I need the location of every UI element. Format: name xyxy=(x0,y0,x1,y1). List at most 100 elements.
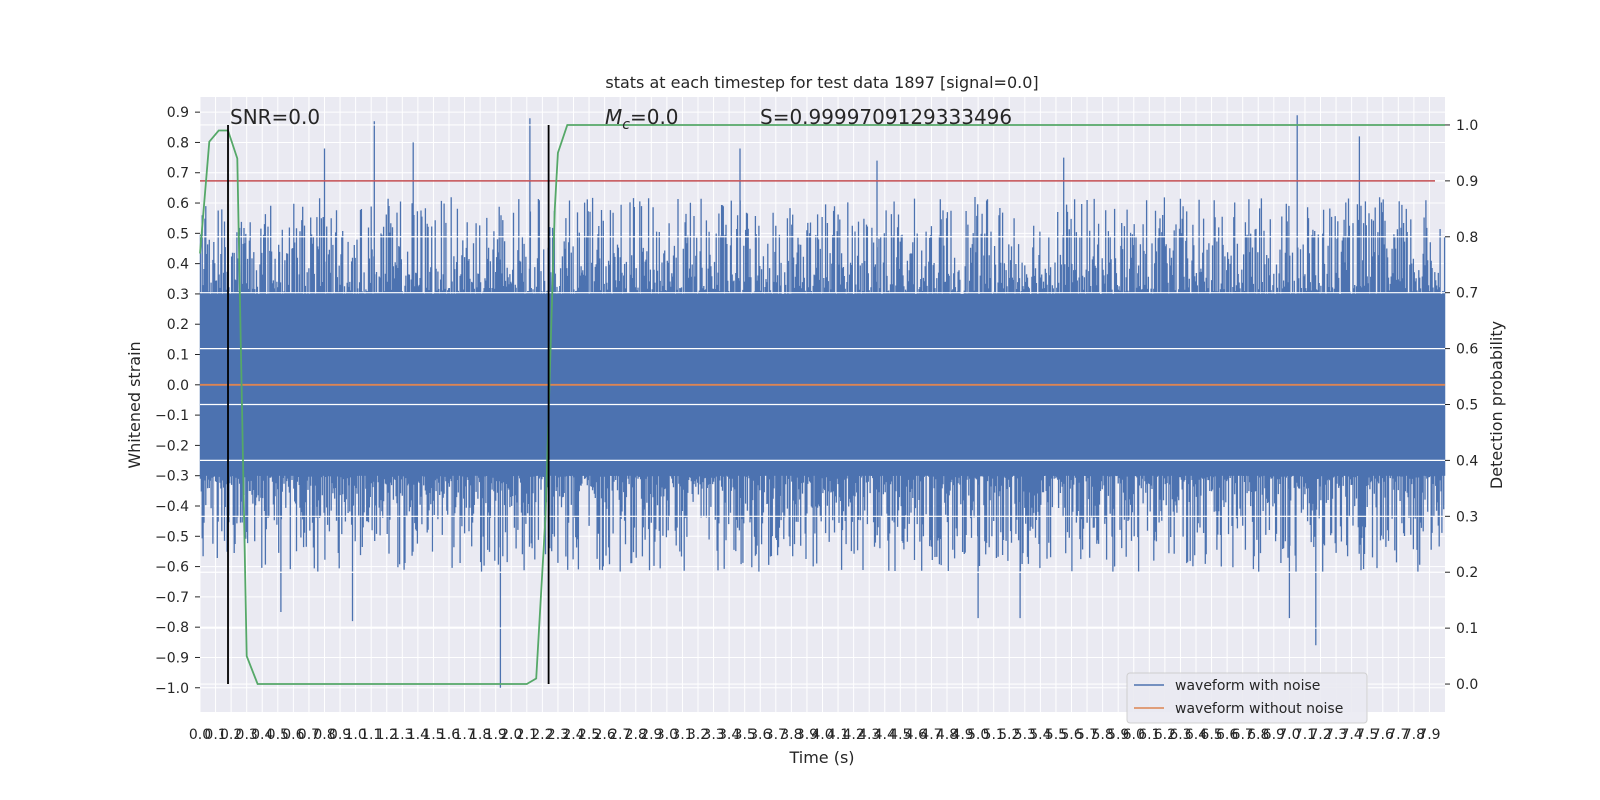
x-tick-label: 5.3 xyxy=(1014,727,1036,743)
x-tick-label: 6.3 xyxy=(1169,727,1191,743)
score-annotation: S=0.9999709129333496 xyxy=(760,105,1012,129)
y-right-tick-label: 0.8 xyxy=(1456,230,1478,246)
y-tick-label: −0.6 xyxy=(155,560,189,576)
y-tick-label: −0.3 xyxy=(155,469,189,485)
x-tick-label: 3.3 xyxy=(702,727,724,743)
chart-title: stats at each timestep for test data 189… xyxy=(605,73,1038,92)
x-tick-label: 6.8 xyxy=(1247,727,1269,743)
x-tick-label: 5.5 xyxy=(1045,727,1067,743)
x-tick-label: 3.8 xyxy=(780,727,802,743)
chirp-mass-value: =0.0 xyxy=(630,105,679,129)
snr-annotation: SNR=0.0 xyxy=(230,105,320,129)
x-tick-label: 7.1 xyxy=(1294,727,1316,743)
x-tick-label: 2.9 xyxy=(640,727,662,743)
x-tick-label: 0.4 xyxy=(251,727,273,743)
x-tick-label: 3.0 xyxy=(656,727,678,743)
y-tick-label: 0.6 xyxy=(167,196,189,212)
y-tick-label: −0.9 xyxy=(155,650,189,666)
x-tick-label: 5.8 xyxy=(1091,727,1113,743)
x-tick-label: 0.5 xyxy=(267,727,289,743)
x-tick-label: 5.0 xyxy=(967,727,989,743)
x-tick-label: 7.6 xyxy=(1372,727,1394,743)
y-tick-label: 0.9 xyxy=(167,105,189,121)
y-tick-label: 0.8 xyxy=(167,135,189,151)
x-tick-label: 4.8 xyxy=(936,727,958,743)
x-tick-label: 3.7 xyxy=(765,727,787,743)
x-tick-label: 1.7 xyxy=(453,727,475,743)
x-tick-label: 2.7 xyxy=(609,727,631,743)
x-tick-label: 4.0 xyxy=(811,727,833,743)
x-tick-label: 2.3 xyxy=(547,727,569,743)
x-tick-label: 3.9 xyxy=(796,727,818,743)
x-tick-label: 1.1 xyxy=(360,727,382,743)
x-tick-label: 6.7 xyxy=(1232,727,1254,743)
x-tick-label: 1.4 xyxy=(407,727,429,743)
x-tick-label: 4.2 xyxy=(842,727,864,743)
x-tick-label: 1.5 xyxy=(422,727,444,743)
x-tick-label: 5.7 xyxy=(1076,727,1098,743)
legend-label-waveform-without-noise: waveform without noise xyxy=(1175,701,1343,717)
y-right-tick-label: 0.6 xyxy=(1456,342,1478,358)
x-tick-label: 5.9 xyxy=(1107,727,1129,743)
y-right-tick-label: 0.3 xyxy=(1456,509,1478,525)
legend: waveform with noise waveform without noi… xyxy=(1126,672,1368,724)
x-tick-label: 2.8 xyxy=(625,727,647,743)
x-tick-label: 0.7 xyxy=(298,727,320,743)
x-tick-label: 7.9 xyxy=(1418,727,1440,743)
y-tick-label: 0.7 xyxy=(167,166,189,182)
x-tick-label: 4.3 xyxy=(858,727,880,743)
x-tick-label: 4.5 xyxy=(889,727,911,743)
x-tick-label: 1.2 xyxy=(376,727,398,743)
x-tick-label: 4.1 xyxy=(827,727,849,743)
x-tick-label: 5.1 xyxy=(983,727,1005,743)
detection-probability-line xyxy=(199,124,1445,685)
x-tick-label: 6.4 xyxy=(1185,727,1207,743)
y-tick-label: 0.0 xyxy=(167,378,189,394)
x-tick-label: 1.9 xyxy=(485,727,507,743)
y-right-tick-label: 0.5 xyxy=(1456,398,1478,414)
x-tick-label: 0.6 xyxy=(282,727,304,743)
y-tick-label: 0.2 xyxy=(167,317,189,333)
y-tick-label: −0.7 xyxy=(155,590,189,606)
chirp-mass-subscript: c xyxy=(622,117,630,133)
x-tick-label: 7.2 xyxy=(1309,727,1331,743)
x-tick-label: 6.9 xyxy=(1263,727,1285,743)
x-tick-label: 6.2 xyxy=(1154,727,1176,743)
x-tick-label: 4.7 xyxy=(920,727,942,743)
x-tick-label: 3.5 xyxy=(734,727,756,743)
y-right-tick-label: 0.7 xyxy=(1456,286,1478,302)
x-tick-label: 0.0 xyxy=(189,727,211,743)
x-tick-label: 3.2 xyxy=(687,727,709,743)
y-right-axis-label: Detection probability xyxy=(1487,321,1506,489)
x-tick-label: 2.5 xyxy=(578,727,600,743)
x-tick-label: 4.6 xyxy=(905,727,927,743)
legend-label-waveform-with-noise: waveform with noise xyxy=(1175,678,1320,694)
y-tick-label: −0.8 xyxy=(155,620,189,636)
x-tick-label: 7.4 xyxy=(1340,727,1362,743)
x-tick-label: 6.5 xyxy=(1200,727,1222,743)
chirp-mass-symbol: M xyxy=(605,105,622,129)
legend-box xyxy=(1126,672,1368,724)
y-axis-label: Whitened strain xyxy=(125,341,144,468)
y-tick-label: −0.2 xyxy=(155,438,189,454)
x-tick-label: 2.0 xyxy=(500,727,522,743)
x-tick-label: 0.3 xyxy=(236,727,258,743)
x-tick-label: 5.4 xyxy=(1029,727,1051,743)
x-tick-label: 7.0 xyxy=(1278,727,1300,743)
x-tick-label: 0.1 xyxy=(204,727,226,743)
y-right-tick-label: 0.9 xyxy=(1456,174,1478,190)
x-tick-label: 1.0 xyxy=(344,727,366,743)
y-tick-label: −0.1 xyxy=(155,408,189,424)
y-tick-label: 0.3 xyxy=(167,287,189,303)
x-tick-label: 7.5 xyxy=(1356,727,1378,743)
x-tick-label: 3.4 xyxy=(718,727,740,743)
x-tick-label: 0.8 xyxy=(313,727,335,743)
x-tick-label: 2.1 xyxy=(516,727,538,743)
x-tick-label: 2.4 xyxy=(562,727,584,743)
x-tick-label: 2.6 xyxy=(593,727,615,743)
x-tick-label: 2.2 xyxy=(531,727,553,743)
x-tick-label: 7.8 xyxy=(1403,727,1425,743)
x-tick-label: 6.0 xyxy=(1123,727,1145,743)
x-tick-labels: 0.00.10.20.30.40.50.60.70.80.91.01.11.21… xyxy=(189,727,1441,743)
